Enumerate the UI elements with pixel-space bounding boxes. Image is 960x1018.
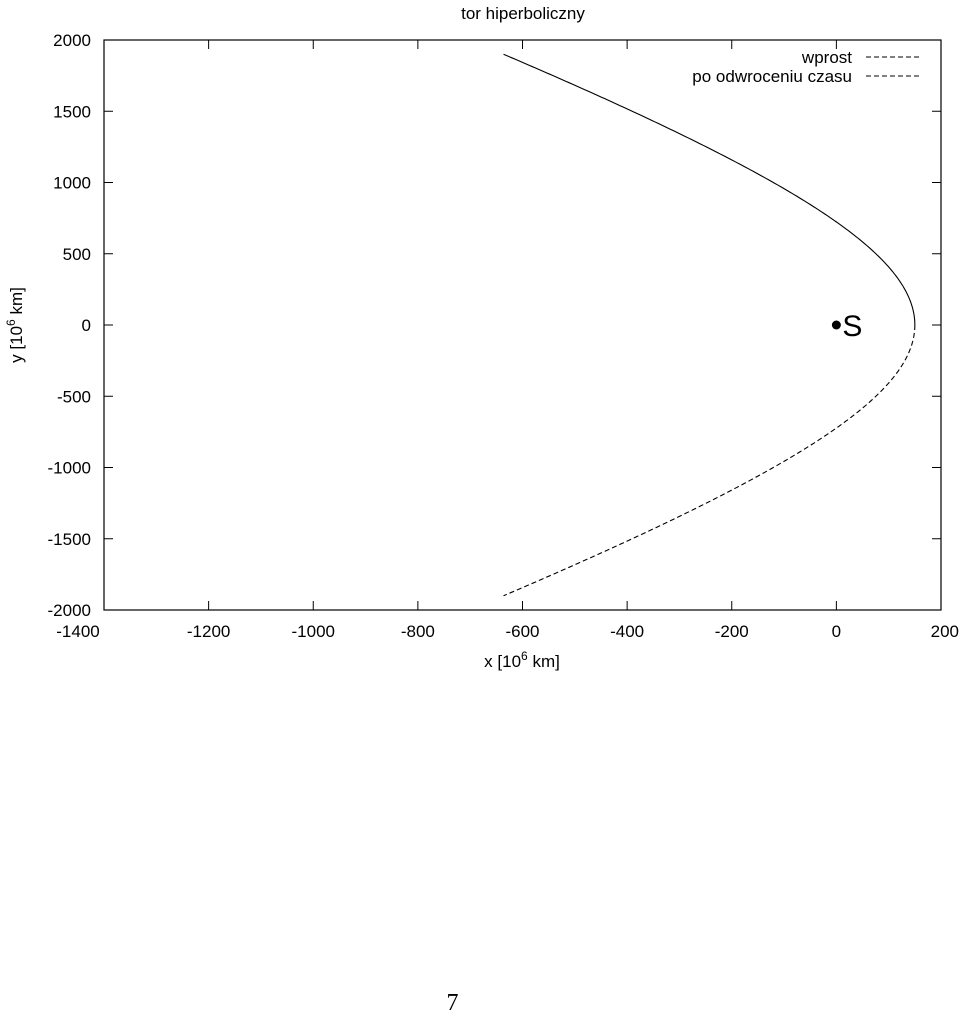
hyperbolic-trajectory-chart: tor hiperboliczny -1400 -1200 -1000 -800 -60… [4, 4, 959, 671]
x-tick-label-1: -1200 [187, 622, 230, 641]
legend-label-wprost: wprost [801, 48, 852, 67]
x-tick-label-2: -1000 [292, 622, 335, 641]
x-tick-label-5: -400 [610, 622, 644, 641]
y-axis-title-exponent: 6 [4, 319, 18, 326]
sun-marker [831, 320, 841, 330]
x-axis-title-suffix: km] [528, 652, 560, 671]
y-tick-label-5: -500 [57, 387, 91, 406]
x-axis-title-prefix: x [10 [484, 652, 521, 671]
y-tick-label-6: -1000 [48, 459, 91, 478]
sun-label: S [842, 310, 862, 343]
y-axis-title-suffix: km] [7, 287, 26, 319]
y-tick-label-0: 2000 [53, 31, 91, 50]
series-line-po-odwroceniu-czasu [503, 324, 916, 597]
y-tick-labels: 2000 1500 1000 500 0 -500 -1000 -1500 -2000 [48, 31, 91, 620]
plot-frame [103, 39, 942, 611]
y-tick-label-4: 0 [82, 316, 91, 335]
legend-label-po-odwroceniu-czasu: po odwroceniu czasu [692, 67, 852, 86]
x-tick-label-7: 0 [832, 622, 841, 641]
y-axis-title: y [106 km] [4, 287, 26, 363]
x-tick-label-4: -600 [505, 622, 539, 641]
y-tick-label-1: 1500 [53, 102, 91, 121]
x-tick-label-8: 200 [931, 622, 959, 641]
series-line-wprost [503, 53, 916, 326]
legend: wprost po odwroceniu czasu [692, 48, 920, 86]
page-number: 7 [446, 990, 459, 1016]
x-axis-title: x [106 km] [484, 649, 560, 671]
axis-ticks [103, 39, 942, 611]
y-tick-label-3: 500 [63, 245, 91, 264]
chart-title: tor hiperboliczny [461, 4, 585, 23]
x-tick-label-6: -200 [715, 622, 749, 641]
y-tick-label-8: -2000 [48, 601, 91, 620]
y-axis-title-prefix: y [10 [7, 326, 26, 363]
x-tick-label-3: -800 [401, 622, 435, 641]
x-tick-labels: -1400 -1200 -1000 -800 -600 -400 -200 0 200 [56, 622, 959, 641]
y-tick-label-7: -1500 [48, 530, 91, 549]
x-tick-label-0: -1400 [56, 622, 99, 641]
y-tick-label-2: 1000 [53, 174, 91, 193]
x-axis-title-exponent: 6 [521, 649, 528, 663]
